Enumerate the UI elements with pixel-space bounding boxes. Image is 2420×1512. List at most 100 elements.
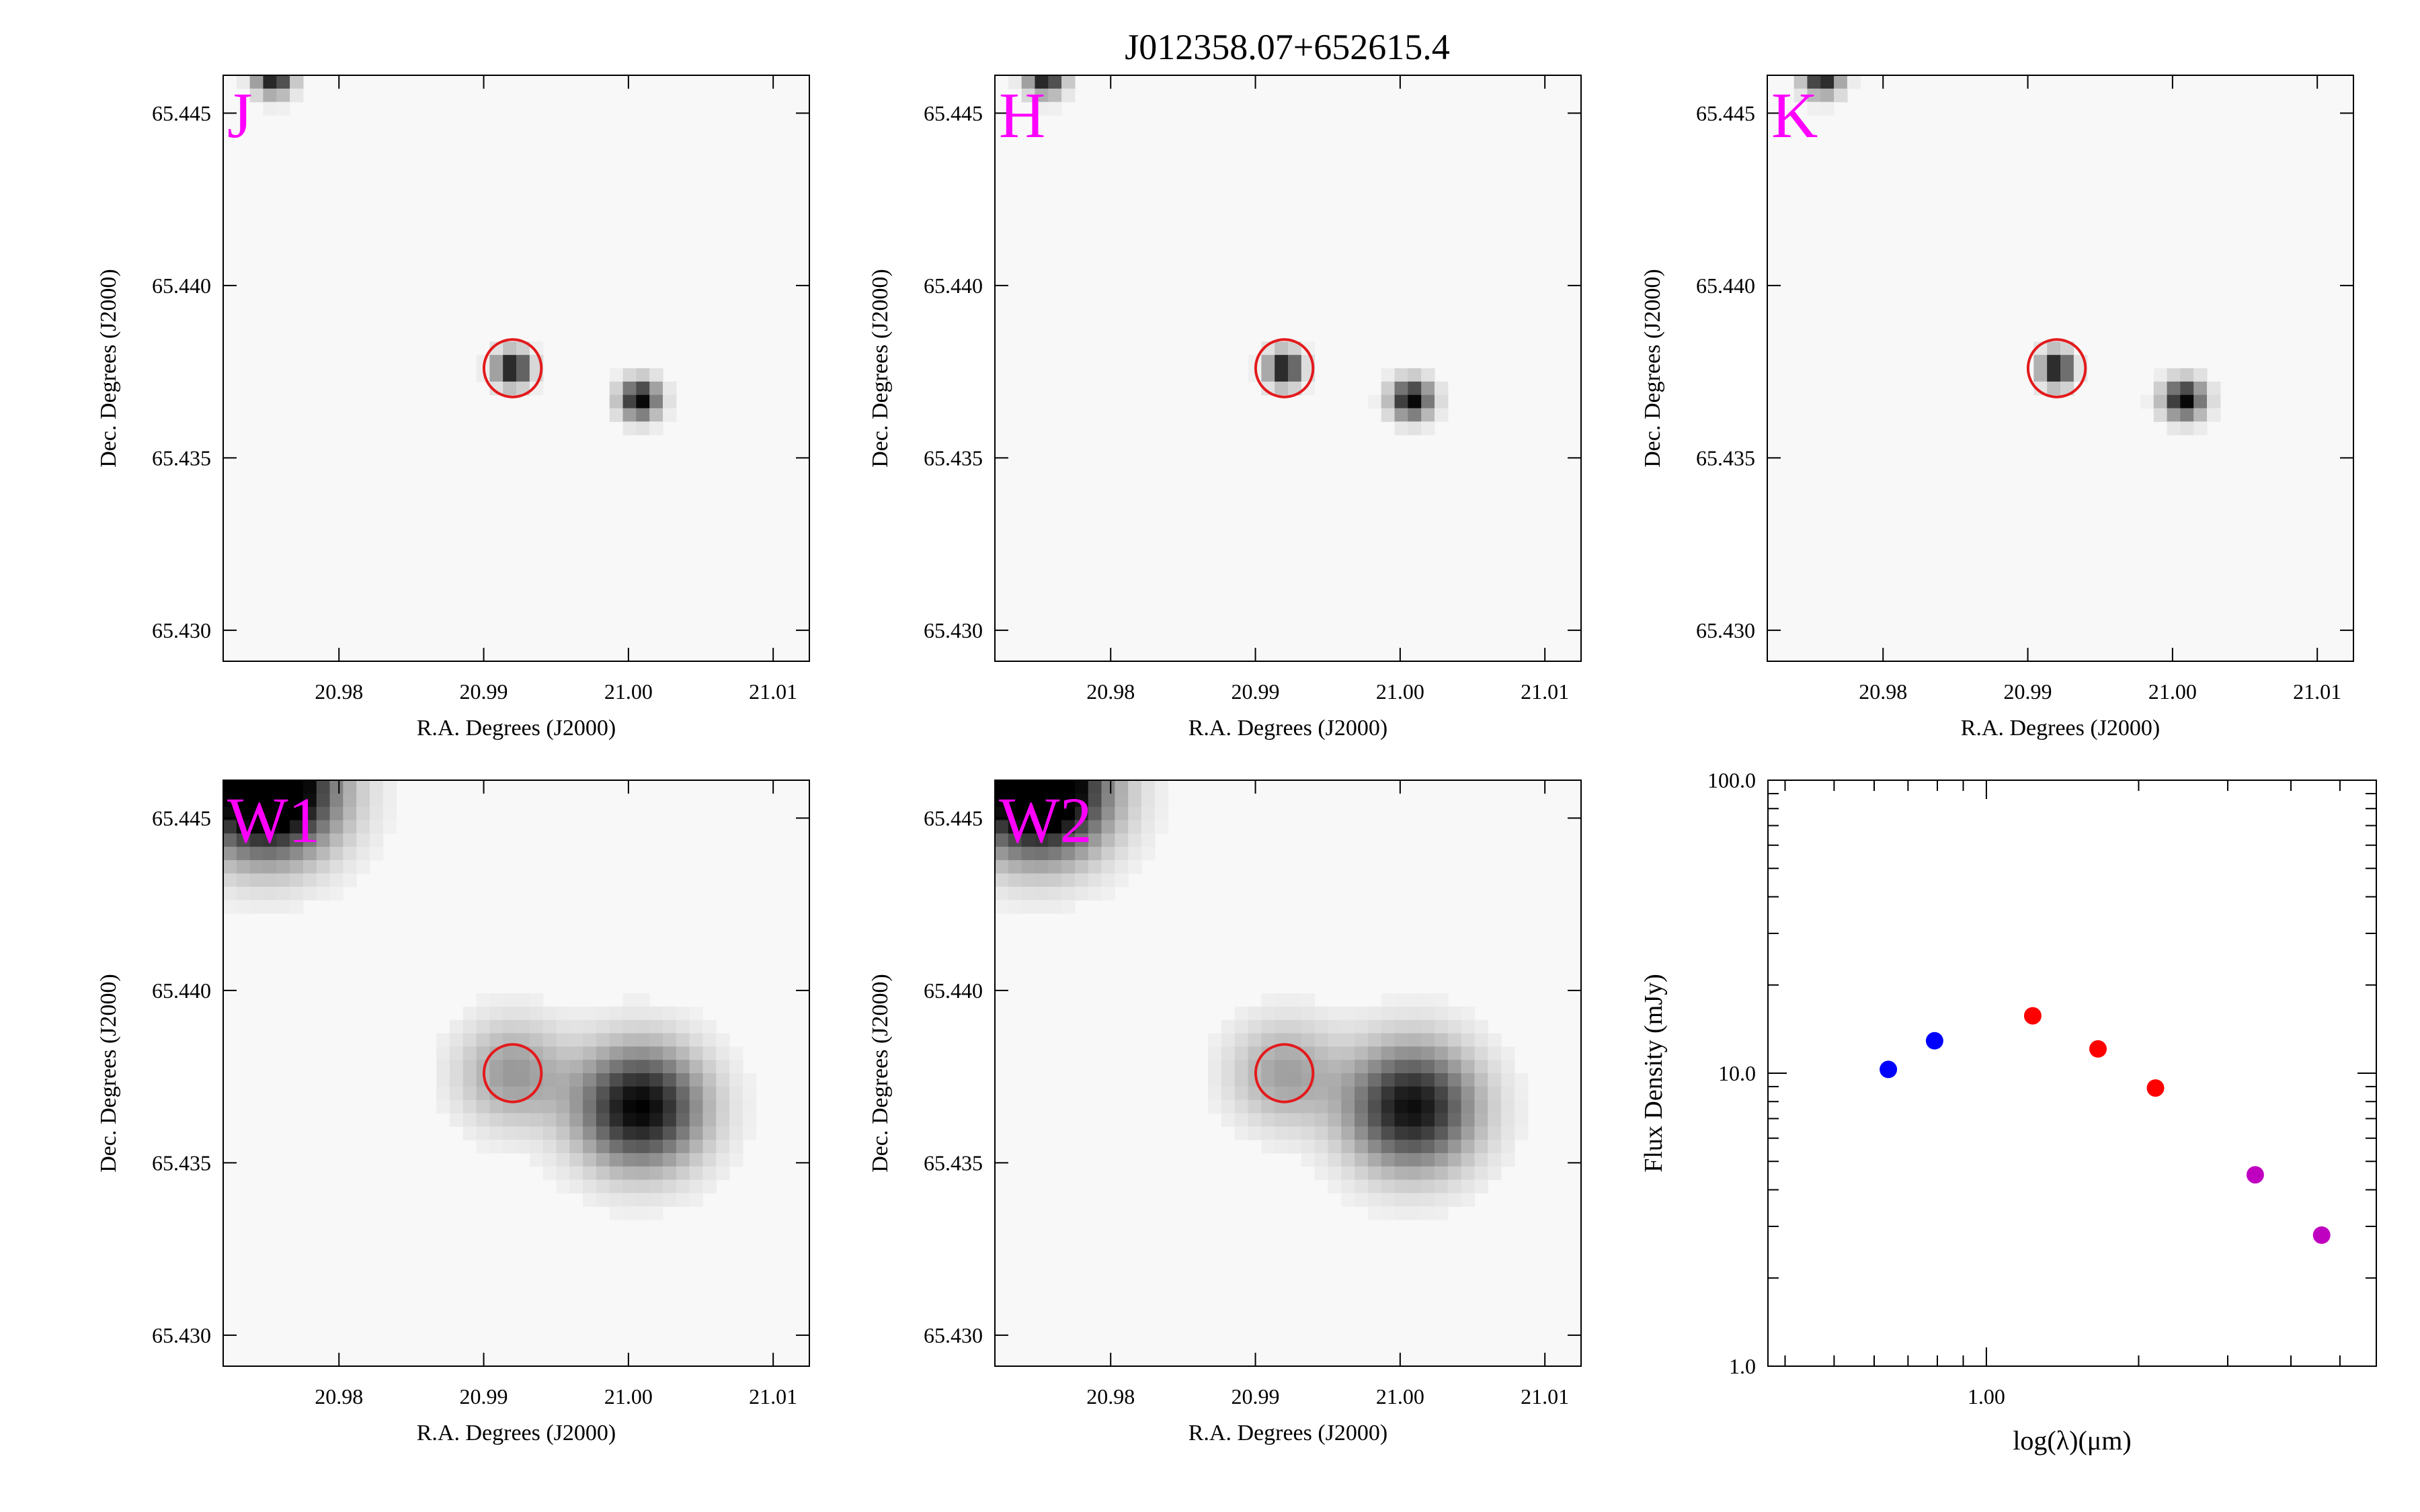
- image-pixel: [1355, 1073, 1369, 1087]
- image-pixel: [542, 1033, 557, 1047]
- image-pixel: [343, 873, 357, 888]
- image-pixel: [1501, 1046, 1515, 1060]
- image-pixel: [716, 1166, 730, 1181]
- image-pixel: [263, 780, 277, 794]
- image-pixel: [663, 1179, 677, 1193]
- image-pixel: [729, 1099, 743, 1114]
- image-pixel: [636, 1166, 650, 1181]
- image-pixel: [1421, 1152, 1435, 1167]
- image-pixel: [263, 833, 277, 847]
- image-pixel: [1435, 1006, 1449, 1021]
- image-pixel: [1501, 1060, 1515, 1074]
- image-pixel: [649, 1046, 663, 1060]
- image-pixel: [1234, 1126, 1249, 1140]
- panel-frame: [1767, 780, 2377, 1367]
- image-pixel: [622, 1166, 637, 1181]
- image-pixel: [503, 1086, 517, 1101]
- image-pixel: [316, 847, 331, 861]
- image-pixel: [663, 1140, 677, 1154]
- aperture-circle: [482, 1043, 543, 1103]
- image-pixel: [1461, 1086, 1476, 1101]
- image-pixel: [1394, 408, 1408, 422]
- image-pixel: [329, 806, 344, 821]
- image-pixel: [676, 1046, 690, 1060]
- image-pixel: [556, 1019, 570, 1034]
- image-pixel: [1221, 1019, 1236, 1034]
- image-pixel: [1301, 1140, 1316, 1154]
- image-pixel: [1367, 394, 1382, 409]
- image-pixel: [1048, 75, 1062, 89]
- image-pixel: [1447, 1152, 1462, 1167]
- image-pixel: [1435, 1126, 1449, 1140]
- image-pixel: [1421, 1166, 1435, 1181]
- image-pixel: [1208, 1099, 1222, 1114]
- image-pixel: [1035, 873, 1049, 888]
- image-pixel: [716, 1046, 730, 1060]
- image-pixel: [1514, 1086, 1529, 1101]
- image-pixel: [1408, 381, 1422, 396]
- image-pixel: [329, 820, 344, 834]
- image-pixel: [1328, 1086, 1342, 1101]
- image-pixel: [370, 793, 384, 808]
- image-pixel: [542, 1086, 557, 1101]
- image-pixel: [622, 1206, 637, 1220]
- image-pixel: [356, 780, 370, 794]
- image-pixel: [569, 1166, 583, 1181]
- image-pixel: [1447, 1033, 1462, 1047]
- image-pixel: [1088, 886, 1102, 900]
- image-pixel: [569, 1152, 583, 1167]
- image-pixel: [316, 820, 331, 834]
- image-pixel: [462, 1006, 477, 1021]
- image-pixel: [583, 1019, 597, 1034]
- image-pixel: [1394, 1033, 1408, 1047]
- image-pixel: [1008, 820, 1022, 834]
- image-pixel: [449, 1033, 464, 1047]
- image-pixel: [1394, 1019, 1408, 1034]
- image-pixel: [1021, 859, 1036, 874]
- image-pixel: [1275, 1126, 1289, 1140]
- image-pixel: [489, 993, 503, 1007]
- image-pixel: [1261, 1086, 1275, 1101]
- image-pixel: [569, 1019, 583, 1034]
- image-pixel: [276, 820, 290, 834]
- image-pixel: [1488, 1152, 1502, 1167]
- image-pixel: [2193, 408, 2208, 422]
- image-pixel: [343, 793, 357, 808]
- image-pixel: [649, 1193, 663, 1207]
- image-pixel: [2193, 394, 2208, 409]
- image-pixel: [1301, 1086, 1316, 1101]
- image-pixel: [1261, 1113, 1275, 1127]
- image-panel-h: 20.98 20.99 21.00 21.01 65.430 65.435 65.440 65…: [868, 75, 1582, 741]
- image-pixel: [1261, 1126, 1275, 1140]
- image-pixel: [2140, 394, 2154, 409]
- image-pixel: [1328, 1113, 1342, 1127]
- image-pixel: [622, 1006, 637, 1021]
- image-pixel: [1288, 1033, 1302, 1047]
- image-pixel: [1328, 1019, 1342, 1034]
- image-pixel: [1421, 381, 1435, 396]
- image-pixel: [1394, 993, 1408, 1007]
- image-pixel: [1021, 886, 1036, 900]
- image-pixel: [382, 780, 397, 794]
- image-pixel: [1301, 1152, 1316, 1167]
- image-pixel: [609, 1086, 624, 1101]
- image-pixel: [1793, 88, 1808, 103]
- image-pixel: [1141, 793, 1156, 808]
- image-pixel: [1061, 900, 1076, 914]
- image-pixel: [1435, 1166, 1449, 1181]
- image-pixel: [1074, 886, 1089, 900]
- image-pixel: [489, 1033, 503, 1047]
- data-point: [1925, 1032, 1943, 1050]
- image-pixel: [1381, 1113, 1396, 1127]
- x-tick-label: 20.98: [1859, 679, 1907, 704]
- image-pixel: [1301, 1019, 1316, 1034]
- image-pixel: [1355, 1006, 1369, 1021]
- image-pixel: [583, 1179, 597, 1193]
- image-pixel: [702, 1019, 717, 1034]
- image-pixel: [1820, 75, 1834, 89]
- image-pixel: [1355, 1113, 1369, 1127]
- image-pixel: [1435, 381, 1449, 396]
- image-pixel: [462, 1099, 477, 1114]
- image-pixel: [1421, 993, 1435, 1007]
- image-pixel: [1275, 368, 1289, 382]
